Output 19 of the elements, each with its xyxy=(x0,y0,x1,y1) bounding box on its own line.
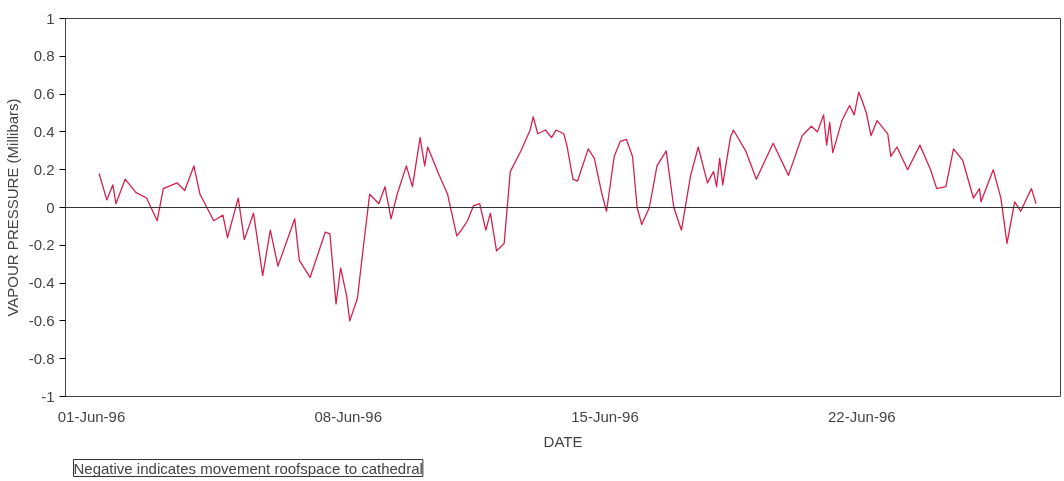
y-tick-label: 0.2 xyxy=(33,160,55,178)
y-tick-label: 0.4 xyxy=(33,122,55,140)
x-tick-label: 08-Jun-96 xyxy=(314,407,383,425)
text: Negative indicates movement roofspace to cathedral xyxy=(73,459,423,477)
y-tick-label: -0.2 xyxy=(28,236,55,254)
y-tick-label: -0.6 xyxy=(28,311,55,329)
x-tick-label: 22-Jun-96 xyxy=(828,407,896,425)
y-tick-label: 0.6 xyxy=(33,85,55,103)
line-series xyxy=(98,91,1037,322)
x-tick-label: 01-Jun-96 xyxy=(57,407,126,425)
y-tick-label: 0.8 xyxy=(33,47,55,65)
y-tick-label: -0.4 xyxy=(28,274,55,292)
y-tick-label: 0 xyxy=(46,198,55,216)
y-tick-label: -1 xyxy=(41,387,55,405)
x-axis-title: DATE xyxy=(543,432,583,450)
x-tick-label: 15-Jun-96 xyxy=(571,407,639,425)
y-axis-title: VAPOUR PRESSURE (Millibars) xyxy=(3,98,21,317)
y-tick-label: -0.8 xyxy=(28,349,55,367)
y-tick-label: 1 xyxy=(46,9,55,27)
